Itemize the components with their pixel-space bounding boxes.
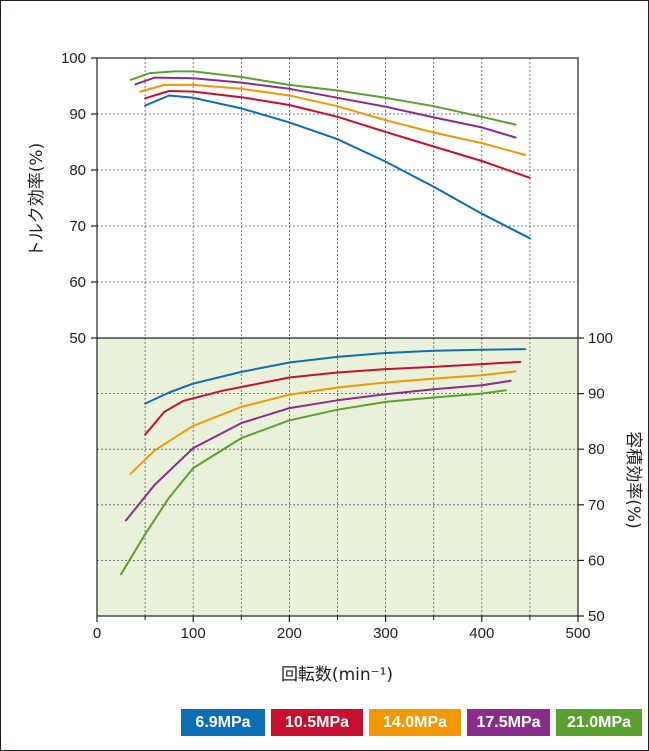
torque-y-tick-label: 50 — [69, 330, 86, 347]
x-tick-label: 200 — [277, 625, 302, 642]
legend-item-21-0mpa: 21.0MPa — [556, 709, 642, 736]
torque-y-tick-label: 60 — [69, 274, 86, 291]
x-tick-label: 400 — [469, 625, 494, 642]
volumetric-panel-background — [97, 338, 578, 616]
volumetric-efficiency-axis-label: 容積効率(%) — [623, 431, 643, 528]
legend-item-6-9mpa: 6.9MPa — [181, 709, 265, 736]
volumetric-y-tick-label: 70 — [588, 497, 605, 514]
torque-efficiency-series-17-5mpa — [134, 76, 517, 139]
legend-item-17-5mpa: 17.5MPa — [467, 709, 550, 736]
torque-efficiency-series-14-0mpa — [139, 83, 527, 156]
volumetric-efficiency-series-6-9mpa — [144, 348, 527, 405]
x-tick-label: 500 — [565, 625, 590, 642]
legend-item-14-0mpa: 14.0MPa — [369, 709, 461, 736]
x-tick-label: 0 — [93, 625, 101, 642]
volumetric-y-tick-label: 100 — [588, 330, 613, 347]
volumetric-y-tick-label: 50 — [588, 608, 605, 625]
torque-efficiency-series-6-9mpa — [144, 94, 531, 240]
torque-y-tick-label: 70 — [69, 218, 86, 235]
torque-y-tick-label: 80 — [69, 162, 86, 179]
torque-efficiency-series-21-0mpa — [129, 70, 517, 126]
x-tick-label: 300 — [373, 625, 398, 642]
volumetric-y-tick-label: 60 — [588, 552, 605, 569]
volumetric-efficiency-series-10-5mpa — [144, 360, 522, 436]
volumetric-efficiency-series-14-0mpa — [129, 370, 517, 475]
torque-efficiency-series-10-5mpa — [144, 90, 531, 179]
torque-efficiency-axis-label: トルク効率(%) — [27, 143, 47, 257]
volumetric-y-tick-label: 90 — [588, 386, 605, 403]
x-tick-label: 100 — [181, 625, 206, 642]
legend-item-10-5mpa: 10.5MPa — [271, 709, 363, 736]
volumetric-y-tick-label: 80 — [588, 441, 605, 458]
volumetric-efficiency-series-21-0mpa — [120, 389, 507, 576]
torque-y-tick-label: 100 — [61, 50, 86, 67]
torque-y-tick-label: 90 — [69, 106, 86, 123]
volumetric-efficiency-series-17-5mpa — [124, 379, 512, 522]
x-axis-label: 回転数(min⁻¹) — [281, 665, 393, 685]
